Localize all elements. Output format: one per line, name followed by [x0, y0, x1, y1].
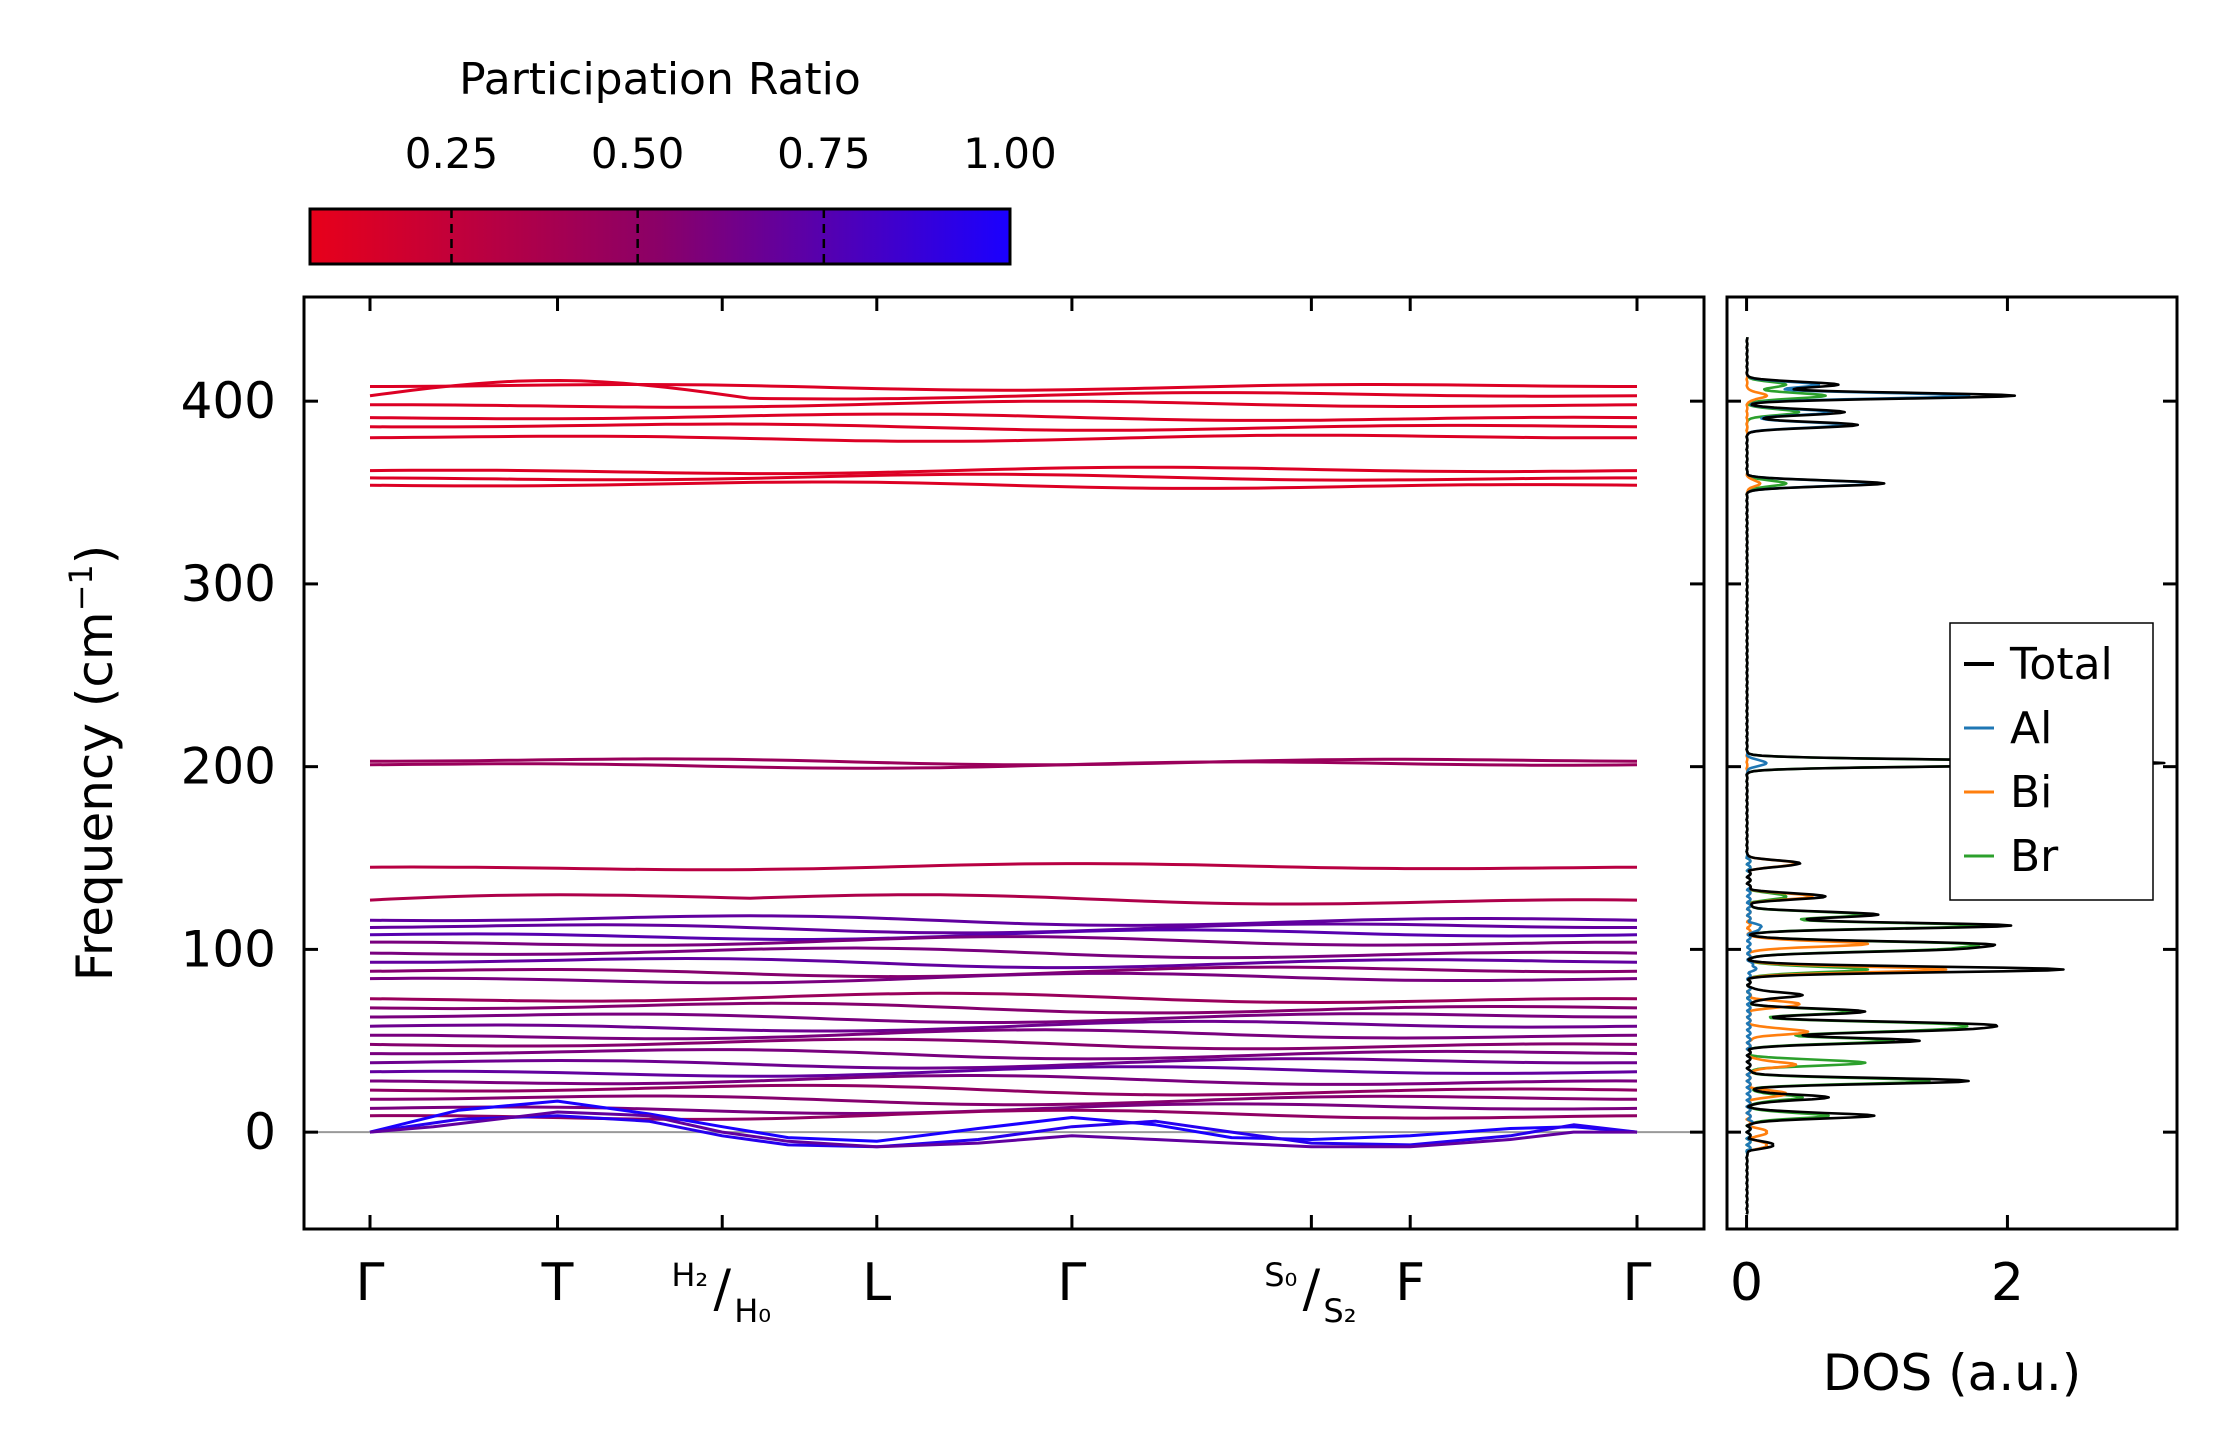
phonon-band — [369, 914, 1638, 927]
y-tick-label: 400 — [181, 372, 276, 430]
phonon-band — [369, 412, 1638, 422]
dos-x-axis-label: DOS (a.u.) — [1823, 1344, 2082, 1402]
phonon-band — [369, 928, 1638, 941]
colorbar-tick-label: 0.50 — [591, 129, 685, 178]
legend-label-total: Total — [2009, 639, 2113, 690]
high-symmetry-label: F — [1395, 1253, 1425, 1313]
phonon-band — [369, 1083, 1638, 1097]
phonon-band — [369, 922, 1637, 935]
colorbar-tick-label: 0.25 — [405, 129, 499, 178]
phonon-band — [369, 433, 1638, 443]
phonon-band — [369, 480, 1638, 490]
y-tick-label: 200 — [181, 738, 276, 796]
phonon-band — [369, 1001, 1638, 1015]
colorbar-tick-label: 0.75 — [777, 129, 871, 178]
y-tick-label: 100 — [181, 920, 276, 978]
phonon-band — [369, 893, 1638, 906]
phonon-band — [369, 1065, 1638, 1078]
band-plot-frame — [302, 295, 1706, 1231]
phonon-band — [369, 946, 1638, 960]
phonon-band — [369, 956, 1638, 970]
ylabel-superscript: −1 — [62, 564, 100, 611]
acoustic-band — [369, 1099, 1638, 1143]
colorbar-title: Participation Ratio — [459, 54, 861, 105]
high-symmetry-label: T — [541, 1253, 574, 1313]
y-tick-label: 0 — [244, 1103, 276, 1161]
phonon-band — [369, 465, 1638, 476]
phonon-band — [369, 1057, 1638, 1070]
phonon-band — [369, 1012, 1637, 1024]
dos-legend: Total Al Bi Br — [1949, 622, 2154, 901]
phonon-band — [369, 422, 1638, 432]
phonon-band — [369, 1094, 1638, 1107]
dos-plot-frame — [1725, 295, 2179, 1231]
colorbar: Participation Ratio 0.25 0.50 0.75 1.00 — [308, 54, 1057, 266]
high-symmetry-label: L — [862, 1253, 891, 1313]
phonon-band — [369, 862, 1638, 872]
colorbar-ticks: 0.25 0.50 0.75 1.00 — [405, 129, 1057, 264]
high-symmetry-label: Γ — [1623, 1253, 1652, 1313]
phonon-band — [369, 1048, 1638, 1061]
y-tick-label: 300 — [181, 555, 276, 613]
split-label-sup: H₂ — [671, 1256, 708, 1294]
phonon-band — [370, 757, 1638, 767]
dos-x-tick-label: 2 — [1991, 1253, 2024, 1313]
high-symmetry-label: Γ — [1057, 1253, 1086, 1313]
phonon-band — [369, 378, 1638, 401]
band-lines — [304, 378, 1704, 1149]
split-label-slash: / — [713, 1259, 731, 1319]
phonon-band — [369, 1037, 1638, 1051]
acoustic-band — [369, 1114, 1638, 1149]
split-label-sup: S₀ — [1264, 1256, 1297, 1294]
phonon-band — [369, 760, 1638, 770]
legend-label-br: Br — [2010, 831, 2059, 882]
band-x-axis: Γ T H₂ / H₀ L Γ S₀ / S₂ F Γ — [356, 297, 1652, 1330]
legend-label-bi: Bi — [2010, 767, 2052, 818]
legend-label-al: Al — [2010, 703, 2052, 754]
high-symmetry-label: Γ — [356, 1253, 385, 1313]
split-label-sub: H₀ — [734, 1292, 771, 1330]
phonon-band — [370, 383, 1637, 392]
phonon-band — [369, 1019, 1638, 1033]
phonon-band — [369, 472, 1637, 482]
band-y-axis: 0 100 200 300 400 — [181, 372, 1704, 1161]
dos-x-tick-label: 0 — [1730, 1253, 1763, 1313]
acoustic-band — [369, 1110, 1637, 1149]
split-label-sub: S₂ — [1323, 1292, 1356, 1330]
dos-lines — [1745, 336, 2166, 1215]
legend-frame — [1949, 622, 2154, 901]
band-y-axis-label: Frequency (cm−1) — [62, 545, 124, 982]
phonon-band — [369, 991, 1638, 1005]
high-symmetry-split-label: S₀ / S₂ — [1264, 1256, 1356, 1330]
dos-curve-total — [1745, 336, 2166, 1215]
phonon-band — [369, 1074, 1638, 1086]
phonon-band — [370, 399, 1638, 409]
phonon-band — [370, 1028, 1638, 1041]
high-symmetry-split-label: H₂ / H₀ — [671, 1256, 771, 1330]
colorbar-gradient — [308, 207, 1012, 266]
legend-entries: Total Al Bi Br — [1964, 639, 2113, 882]
colorbar-tick-label: 1.00 — [963, 129, 1057, 178]
phonon-band — [369, 971, 1638, 985]
phonon-band — [370, 935, 1638, 947]
split-label-slash: / — [1303, 1259, 1321, 1319]
ylabel-close: ) — [66, 545, 124, 565]
